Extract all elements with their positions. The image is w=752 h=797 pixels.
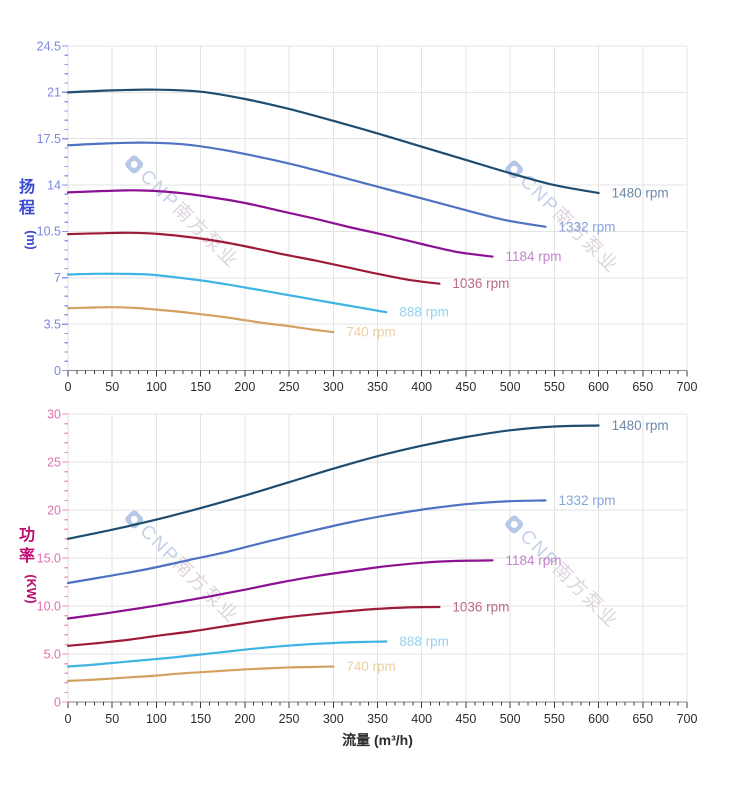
watermark-text: CNP南方泵业 (516, 525, 624, 633)
x-tick-label: 500 (500, 380, 521, 394)
y-axis-title-char: 程 (19, 199, 35, 217)
curve-888rpm (66, 272, 388, 314)
curve-label-1480rpm: 1480 rpm (612, 186, 669, 201)
y-axis-title-char: 率 (19, 546, 35, 565)
curve-label-1332rpm: 1332 rpm (559, 219, 616, 234)
watermark-text: CNP南方泵业 (136, 520, 244, 628)
x-tick-label: 150 (190, 380, 211, 394)
chart-1-axes: 0 50 100 150 200 250 300 350 400 450 500 550 600 650 7… (19, 407, 697, 726)
x-tick-label: 400 (411, 380, 432, 394)
curve-label-1036rpm: 1036 rpm (452, 276, 509, 291)
y-tick-label: 15.0 (37, 551, 61, 565)
chart-1-series: 1480 rpm 1332 rpm 1184 rpm 1036 rpm 888 rpm7… (66, 418, 669, 682)
y-tick-label: 14 (47, 178, 61, 192)
brand-watermark: CNP南方泵业 (125, 155, 244, 273)
y-tick-label: 10.5 (37, 225, 61, 239)
x-tick-label: 450 (455, 380, 476, 394)
y-tick-label: 24.5 (37, 39, 61, 53)
x-tick-label: 400 (411, 712, 432, 726)
chart-0-axes: 0 50 100 150 200 250 300 350 400 450 500 550 600 650 7… (19, 39, 697, 394)
x-tick-label: 350 (367, 380, 388, 394)
x-tick-label: 0 (65, 712, 72, 726)
x-tick-label: 0 (65, 380, 72, 394)
brand-watermark: CNP南方泵业 (505, 515, 624, 633)
x-tick-label: 700 (677, 380, 698, 394)
x-tick-label: 650 (632, 380, 653, 394)
x-tick-label: 650 (632, 712, 653, 726)
curve-1036rpm (66, 605, 441, 647)
curve-888rpm (66, 640, 388, 668)
y-axis-title-unit: (KW) (24, 574, 38, 603)
watermark-text: CNP南方泵业 (136, 165, 244, 273)
y-tick-label: 5.0 (44, 647, 61, 661)
curve-1184rpm (66, 559, 494, 620)
x-tick-label: 450 (455, 712, 476, 726)
x-tick-label: 50 (105, 380, 119, 394)
y-axis-title-char: 扬 (19, 177, 35, 196)
curve-1332rpm (66, 499, 547, 585)
x-tick-label: 150 (190, 712, 211, 726)
x-tick-label: 600 (588, 380, 609, 394)
x-tick-label: 500 (500, 712, 521, 726)
x-tick-label: 550 (544, 380, 565, 394)
curve-740rpm (66, 306, 335, 334)
x-axis-title: 流量 (m³/h) (342, 732, 413, 748)
curve-label-1332rpm: 1332 rpm (559, 493, 616, 508)
x-tick-label: 200 (234, 712, 255, 726)
curve-1480rpm (66, 424, 600, 540)
y-tick-label: 0 (54, 364, 61, 378)
curve-label-888rpm: 888 rpm (399, 305, 449, 320)
y-tick-label: 30 (47, 407, 61, 421)
x-tick-label: 300 (323, 712, 344, 726)
y-tick-label: 17.5 (37, 132, 61, 146)
curve-label-1184rpm: 1184 rpm (505, 553, 561, 568)
curve-1184rpm (66, 189, 494, 258)
x-tick-label: 350 (367, 712, 388, 726)
x-tick-label: 50 (105, 712, 119, 726)
y-tick-label: 10.0 (37, 599, 61, 613)
y-axis-title-unit: (m) (24, 230, 38, 249)
curve-label-888rpm: 888 rpm (399, 634, 449, 649)
x-tick-label: 550 (544, 712, 565, 726)
curve-label-1036rpm: 1036 rpm (452, 599, 509, 614)
y-tick-label: 3.5 (44, 317, 61, 331)
x-tick-label: 250 (279, 712, 300, 726)
curve-label-1480rpm: 1480 rpm (612, 418, 669, 433)
curve-740rpm (66, 665, 335, 682)
y-tick-label: 0 (54, 695, 61, 709)
curve-1332rpm (66, 141, 547, 228)
y-tick-label: 25 (47, 455, 61, 469)
curve-label-740rpm: 740 rpm (346, 325, 396, 340)
y-tick-label: 7 (54, 271, 61, 285)
y-axis-title-char: 功 (19, 526, 35, 544)
curve-label-1184rpm: 1184 rpm (505, 249, 561, 264)
x-tick-label: 200 (234, 380, 255, 394)
x-tick-label: 300 (323, 380, 344, 394)
y-tick-label: 21 (47, 86, 61, 100)
y-tick-label: 20 (47, 503, 61, 517)
x-tick-label: 700 (677, 712, 698, 726)
x-tick-label: 100 (146, 380, 167, 394)
curve-label-740rpm: 740 rpm (346, 659, 396, 674)
curve-1036rpm (66, 231, 441, 285)
curve-1480rpm (66, 88, 600, 195)
x-tick-label: 250 (279, 380, 300, 394)
x-tick-label: 600 (588, 712, 609, 726)
x-tick-label: 100 (146, 712, 167, 726)
